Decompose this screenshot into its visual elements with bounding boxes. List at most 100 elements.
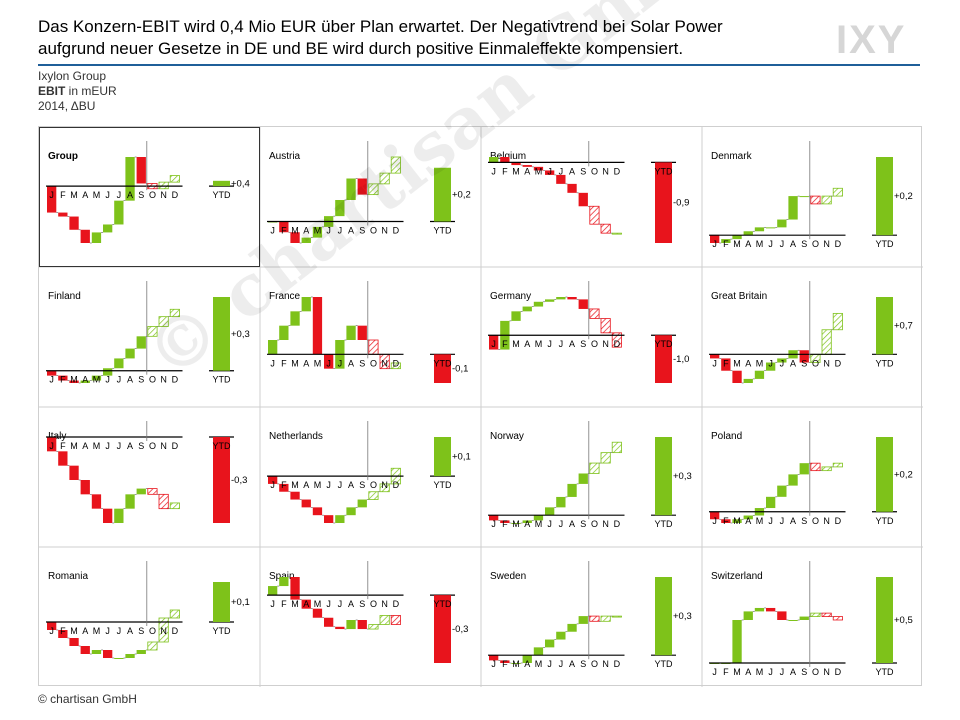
title-line-1: Das Konzern-EBIT wird 0,4 Mio EUR über P… <box>38 17 723 36</box>
tick-label: O <box>591 339 598 349</box>
bar-spain-4 <box>312 608 323 618</box>
bar-switzerland-8 <box>799 616 809 620</box>
ytd-value-label: +0,2 <box>452 190 471 201</box>
bar-spain-9 <box>368 624 379 630</box>
tick-label: M <box>756 239 764 249</box>
tick-label: J <box>712 239 717 249</box>
title-rule <box>38 64 920 66</box>
bar-austria-3 <box>301 237 311 243</box>
bar-denmark-10 <box>821 195 832 205</box>
bar-switzerland-ytd <box>876 577 893 663</box>
tick-label-ytd: YTD <box>434 226 453 236</box>
tick-label: A <box>82 441 88 451</box>
ytd-value-label: +0,2 <box>894 191 913 202</box>
bar-belgium-4 <box>533 166 544 171</box>
ytd-value-label: +0,3 <box>673 611 692 622</box>
tick-label: S <box>580 519 586 529</box>
bar-finland-6 <box>114 358 124 369</box>
tick-label: D <box>393 480 400 490</box>
bar-group-0 <box>47 186 57 213</box>
tick-label: D <box>614 519 621 529</box>
bar-france-11 <box>390 362 401 370</box>
chart-title: Germany <box>490 291 531 302</box>
tick-label: J <box>326 599 331 609</box>
tick-label-ytd: YTD <box>655 659 674 669</box>
bar-belgium-3 <box>522 165 532 167</box>
tick-label: D <box>614 166 621 176</box>
tick-label: N <box>381 226 388 236</box>
tick-label: A <box>348 226 354 236</box>
tick-label: F <box>281 226 287 236</box>
ytd-value-label: +0,2 <box>894 469 913 480</box>
tick-label: J <box>270 358 275 368</box>
tick-label: A <box>745 239 751 249</box>
tick-label: D <box>393 358 400 368</box>
bar-france-0 <box>268 340 278 355</box>
bar-group-11 <box>169 175 180 183</box>
ytd-value-label: -0,9 <box>673 198 689 209</box>
tick-label: S <box>580 166 586 176</box>
tick-label: O <box>370 599 377 609</box>
tick-label: A <box>82 626 88 636</box>
tick-label: N <box>823 516 830 526</box>
tick-label-ytd: YTD <box>655 519 674 529</box>
tick-label: A <box>569 339 575 349</box>
bar-finland-11 <box>169 308 180 318</box>
bar-norway-1 <box>500 520 510 523</box>
tick-label: M <box>93 441 101 451</box>
tick-label-ytd: YTD <box>655 166 674 176</box>
bar-romania-8 <box>136 650 146 654</box>
ytd-value-label: +0,1 <box>231 597 250 608</box>
bar-germany-7 <box>567 297 577 300</box>
tick-label: J <box>49 190 54 200</box>
tick-label: D <box>172 626 179 636</box>
tick-label: J <box>338 358 343 368</box>
bar-finland-5 <box>103 368 113 376</box>
bar-italy-3 <box>80 480 90 495</box>
chart-title: Denmark <box>711 151 753 162</box>
bar-sweden-4 <box>533 647 544 656</box>
tick-label: M <box>535 519 543 529</box>
bar-netherlands-1 <box>279 483 289 492</box>
tick-label: M <box>291 599 299 609</box>
bar-poland-3 <box>743 515 753 520</box>
measure-bold: EBIT <box>38 84 66 98</box>
tick-label: J <box>326 226 331 236</box>
bar-poland-1 <box>721 519 731 523</box>
bar-poland-2 <box>732 519 742 523</box>
tick-label: A <box>745 358 751 368</box>
footer-copyright: © chartisan GmbH <box>38 692 137 706</box>
bar-switzerland-3 <box>743 611 753 620</box>
bar-france-1 <box>279 325 289 340</box>
tick-label-ytd: YTD <box>213 190 232 200</box>
tick-label: J <box>270 226 275 236</box>
bar-group-2 <box>69 216 79 230</box>
tick-label: M <box>733 358 741 368</box>
bar-austria-9 <box>368 183 379 196</box>
measure-unit: in mEUR <box>65 84 117 98</box>
bar-denmark-5 <box>766 227 776 229</box>
tick-label: S <box>359 358 365 368</box>
tick-label: S <box>580 659 586 669</box>
tick-label: F <box>60 626 66 636</box>
bar-denmark-11 <box>832 187 843 197</box>
bar-spain-2 <box>290 577 300 600</box>
bar-spain-11 <box>390 615 401 625</box>
tick-label: M <box>512 166 520 176</box>
tick-label: M <box>733 516 741 526</box>
bar-italy-8 <box>136 488 146 495</box>
tick-label-ytd: YTD <box>434 599 453 609</box>
tick-label: A <box>127 441 133 451</box>
tick-label: F <box>723 667 729 677</box>
ytd-value-label: +0,7 <box>894 321 913 332</box>
bar-great-britain-5 <box>766 362 776 371</box>
tick-label: S <box>138 375 144 385</box>
tick-label: J <box>559 166 564 176</box>
bar-germany-10 <box>600 318 611 334</box>
bar-norway-11 <box>611 441 622 454</box>
tick-label: J <box>270 480 275 490</box>
tick-label: M <box>535 659 543 669</box>
